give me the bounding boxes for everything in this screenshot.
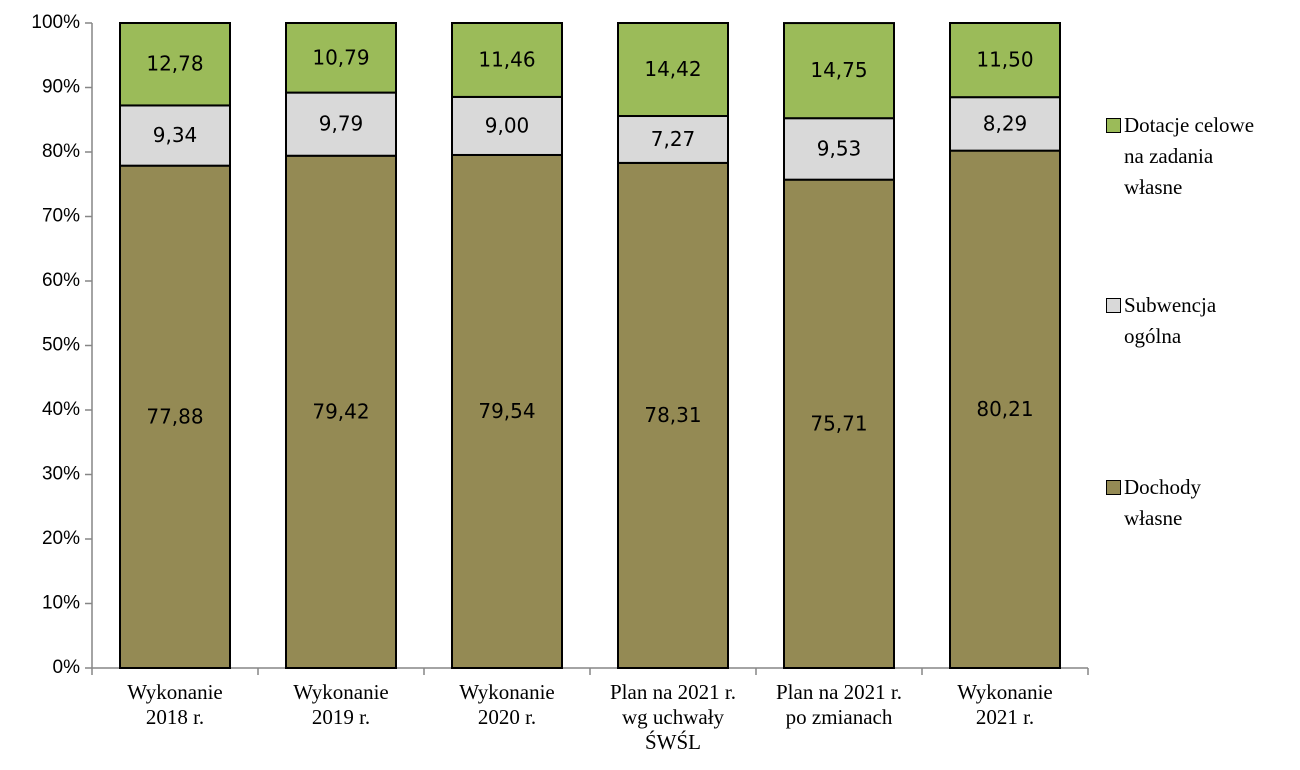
x-tick-label: Plan na 2021 r. po zmianach [776,680,902,729]
x-tick-label: Plan na 2021 r. wg uchwały ŚWŚL [610,680,736,754]
data-label: 78,31 [644,403,701,427]
bar-segment [783,22,895,120]
bar-segment [119,22,231,107]
bar-segment [285,154,397,669]
legend-swatch [1106,298,1121,313]
y-tick-label: 100% [31,12,80,33]
bar-segment [285,22,397,94]
bar-segment [451,95,563,156]
bar-segment [783,178,895,669]
x-tick-label: Wykonanie 2019 r. [293,680,389,729]
data-label: 8,29 [983,111,1028,135]
data-label: 12,78 [146,52,203,76]
data-label: 79,42 [312,399,369,423]
bar-segment [119,164,231,669]
y-tick-label: 0% [53,657,81,678]
data-label: 75,71 [810,411,867,435]
data-label: 9,34 [153,123,198,147]
data-label: 14,75 [810,58,867,82]
y-tick-label: 80% [42,141,80,162]
bar-segment [617,161,729,669]
data-label: 77,88 [146,404,203,428]
legend-label: Dotacje celowe na zadania własne [1124,113,1255,199]
data-label: 79,54 [478,399,535,423]
legend-label: Subwencja ogólna [1124,293,1217,348]
bar-segment [949,96,1061,152]
x-tick-label: Wykonanie 2021 r. [957,680,1053,729]
bar-segment [949,22,1061,99]
data-label: 11,50 [976,48,1033,72]
bar-segment [949,149,1061,669]
data-label: 7,27 [651,127,696,151]
data-label: 9,79 [319,112,364,136]
data-label: 14,42 [644,57,701,81]
data-label: 11,46 [478,47,535,71]
y-tick-label: 70% [42,206,80,227]
y-tick-label: 90% [42,77,80,98]
y-tick-label: 30% [42,464,80,485]
y-tick-label: 20% [42,528,80,549]
x-tick-label: Wykonanie 2018 r. [127,680,223,729]
y-tick-label: 50% [42,335,80,356]
bar-segment [119,104,231,167]
y-tick-label: 10% [42,593,80,614]
bar-segment [617,22,729,118]
bar-segment [783,117,895,181]
legend-swatch [1106,118,1121,133]
bar-segment [451,153,563,670]
bar-segment [617,115,729,164]
data-label: 10,79 [312,45,369,69]
legend-swatch [1106,480,1121,495]
data-label: 80,21 [976,397,1033,421]
data-label: 9,00 [485,113,530,137]
bar-segment [451,22,563,98]
legend-label: Dochody własne [1124,475,1201,530]
data-label: 9,53 [817,136,862,160]
bar-segment [285,91,397,157]
y-tick-label: 60% [42,270,80,291]
y-tick-label: 40% [42,399,80,420]
x-tick-label: Wykonanie 2020 r. [459,680,555,729]
